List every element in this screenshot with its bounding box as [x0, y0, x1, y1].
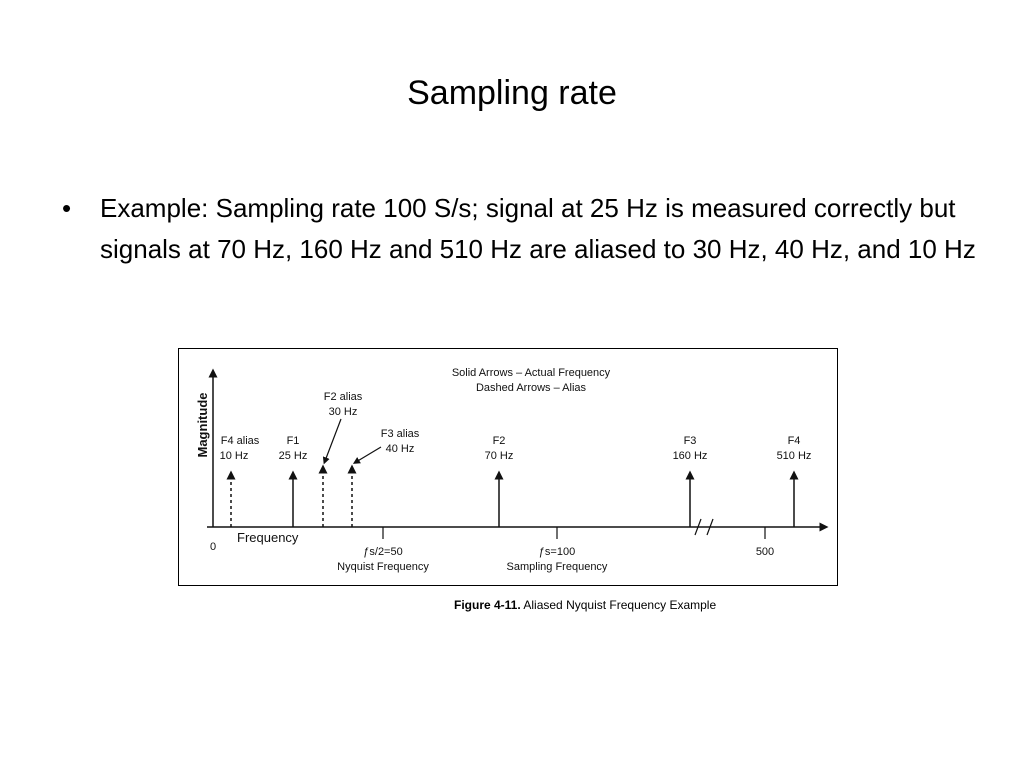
tick-label: 500: [756, 546, 774, 558]
arrow-name: F2 alias: [324, 391, 363, 403]
slide-title: Sampling rate: [407, 74, 617, 112]
tick-sublabel: Sampling Frequency: [507, 561, 608, 573]
pointer-f2-alias: [322, 418, 342, 465]
arrow-name: F2: [493, 435, 506, 447]
legend-solid: Solid Arrows – Actual Frequency: [452, 367, 611, 379]
x-axis-label: Frequency: [237, 530, 299, 545]
arrow-freq: 10 Hz: [220, 450, 249, 462]
arrow-name: F4 alias: [221, 435, 260, 447]
figure-caption: Figure 4-11. Aliased Nyquist Frequency E…: [454, 598, 716, 612]
arrow-freq: 510 Hz: [777, 450, 812, 462]
arrow-freq: 70 Hz: [485, 450, 514, 462]
bullet-text: Example: Sampling rate 100 S/s; signal a…: [100, 193, 976, 264]
tick-sublabel: Nyquist Frequency: [337, 561, 429, 573]
arrow-freq: 40 Hz: [386, 443, 415, 455]
arrow-freq: 30 Hz: [329, 406, 358, 418]
origin-label: 0: [210, 541, 216, 553]
pointer-f3-alias: [352, 446, 382, 464]
tick-label: ƒs/2=50: [363, 546, 402, 558]
arrow-name: F4: [788, 435, 801, 447]
caption-number: Figure 4-11.: [454, 598, 521, 612]
y-axis-label: Magnitude: [195, 393, 210, 458]
arrow-name: F3 alias: [381, 428, 420, 440]
arrow-freq: 25 Hz: [279, 450, 308, 462]
aliasing-diagram: Solid Arrows – Actual Frequency Dashed A…: [195, 367, 829, 573]
axis-break-mark: [694, 518, 702, 536]
arrow-name: F1: [287, 435, 300, 447]
legend-dashed: Dashed Arrows – Alias: [476, 382, 587, 394]
axis-break-mark: [706, 518, 714, 536]
arrow-freq: 160 Hz: [673, 450, 708, 462]
tick-label: ƒs=100: [539, 546, 575, 558]
arrow-name: F3: [684, 435, 697, 447]
aliasing-figure: Solid Arrows – Actual Frequency Dashed A…: [178, 348, 838, 586]
caption-text: Aliased Nyquist Frequency Example: [523, 598, 717, 612]
bullet-icon: •: [62, 193, 72, 223]
